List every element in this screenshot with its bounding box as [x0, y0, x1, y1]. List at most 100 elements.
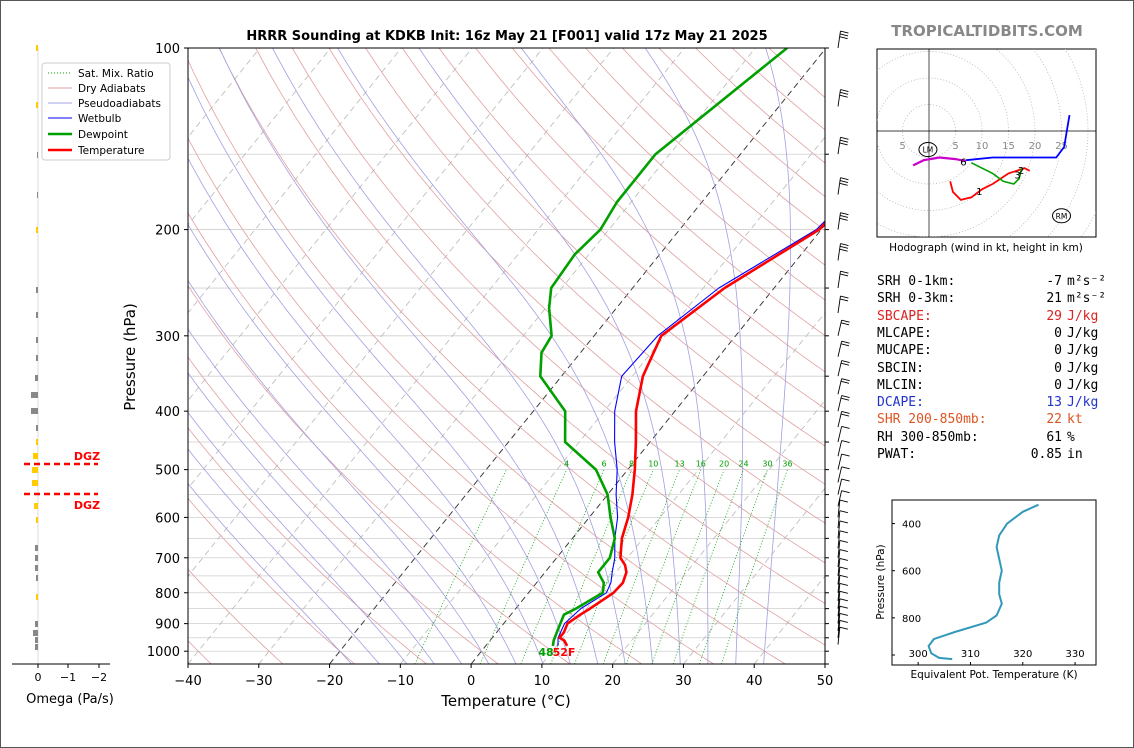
isotherm: [188, 48, 685, 664]
dry-adiabat: [365, 48, 825, 485]
dry-adiabat: [255, 48, 825, 604]
y-tick-label: 200: [155, 224, 180, 239]
barb-staff: [837, 177, 841, 195]
mixing-ratio-label: 20: [719, 460, 729, 469]
wind-barb: [837, 440, 850, 457]
mixing-ratio-line: [672, 469, 744, 664]
wind-barb: [837, 453, 850, 470]
wind-barb: [837, 582, 848, 601]
barb-flag: [839, 558, 848, 561]
barb-staff: [837, 296, 841, 314]
param-label: SRH 0-1km:: [877, 274, 956, 289]
omega-tick: 0: [35, 671, 42, 684]
hodo-trace-3-6km: [971, 162, 1023, 185]
barb-staff: [837, 490, 843, 507]
y-tick-label: 700: [155, 552, 180, 567]
isotherm: [683, 487, 825, 664]
dry-adiabat: [475, 48, 825, 373]
barb-staff: [837, 426, 843, 443]
mixing-ratio-label: 6: [602, 460, 607, 469]
isotherm-zero: [470, 224, 825, 664]
theta-e-x-tick-label: 310: [961, 649, 980, 660]
param-label: RH 300-850mb:: [877, 429, 979, 445]
legend-item: Temperature: [77, 145, 145, 157]
theta-e-x-tick-label: 300: [909, 649, 928, 660]
param-label: SBCIN:: [877, 360, 924, 376]
y-tick-label: 600: [155, 511, 180, 526]
wind-barb: [837, 490, 850, 507]
barb-staff: [837, 360, 843, 377]
theta-e-x-tick-label: 320: [1013, 649, 1032, 660]
hodo-tick-label: 5: [952, 141, 958, 152]
storm-motion-marker: [1052, 208, 1071, 224]
barb-flag: [840, 380, 850, 384]
legend-item: Sat. Mix. Ratio: [78, 68, 154, 80]
moist-adiabat: [188, 328, 462, 664]
omega-bar: [35, 545, 38, 551]
dry-adiabat: [188, 497, 355, 664]
theta-e-ylabel: Pressure (hPa): [875, 544, 887, 619]
theta-e-x-tick-label: 330: [1066, 649, 1085, 660]
hodo-height-label: 1: [976, 187, 982, 198]
barb-staff: [837, 499, 841, 518]
omega-bar: [31, 392, 38, 398]
wind-barb: [837, 605, 848, 624]
barb-flag: [840, 136, 849, 140]
barb-staff: [837, 89, 841, 107]
dry-adiabat: [438, 48, 825, 410]
hodo-tick-label: 10: [976, 141, 989, 152]
barb-flag: [839, 33, 849, 37]
barb-staff: [837, 613, 841, 631]
param-label: SHR 200-850mb:: [877, 412, 987, 428]
param-value: 22: [1046, 412, 1062, 428]
barb-flag: [841, 453, 850, 457]
wind-barb: [837, 510, 848, 529]
moist-adiabat: [188, 157, 544, 664]
dry-adiabat: [188, 568, 284, 664]
y-axis-label: Pressure (hPa): [121, 303, 139, 411]
legend-item: Dry Adiabats: [78, 83, 146, 95]
barb-staff: [837, 137, 841, 155]
skewt-background-lines: [188, 48, 825, 664]
wind-barb: [837, 598, 848, 617]
wetbulb-profile: [557, 220, 825, 646]
barb-flag: [839, 36, 848, 40]
barb-staff: [837, 520, 841, 539]
dry-adiabat: [511, 48, 825, 337]
theta-e-y-tick-label: 600: [902, 567, 921, 578]
barb-flag: [839, 539, 848, 543]
dry-adiabat: [188, 59, 786, 664]
barb-flag: [841, 478, 850, 482]
mixing-ratio-label: 4: [564, 460, 569, 469]
moist-adiabat: [188, 372, 435, 664]
skewt-profiles: [538, 48, 825, 647]
wind-barb: [837, 539, 848, 558]
x-tick-label: −10: [387, 674, 414, 689]
hodo-tick-label: 5: [899, 141, 905, 152]
barb-flag: [839, 94, 848, 98]
legend-item: Pseudoadiabats: [78, 98, 161, 110]
barb-flag: [839, 510, 848, 514]
hodo-tick-label: 20: [1029, 141, 1042, 152]
barb-staff: [837, 212, 841, 230]
param-label: SRH 0-3km:: [877, 291, 956, 307]
barb-flag: [840, 322, 850, 326]
legend-item: Dewpoint: [78, 129, 128, 141]
barb-flag: [839, 139, 849, 143]
wind-barb: [837, 395, 850, 412]
wind-barb: [837, 549, 848, 568]
omega-bar: [36, 594, 38, 600]
hodograph-frame: [876, 48, 1097, 238]
barb-staff: [837, 341, 843, 357]
omega-bar: [36, 227, 38, 233]
omega-bar: [36, 355, 38, 361]
barb-staff: [837, 320, 843, 336]
omega-bar: [36, 102, 38, 108]
omega-bar: [35, 555, 38, 561]
dry-adiabat: [188, 212, 643, 664]
barb-flag: [840, 362, 850, 366]
param-value: 61: [1046, 429, 1062, 445]
barb-flag: [840, 270, 849, 274]
param-label: MLCIN:: [877, 377, 924, 393]
